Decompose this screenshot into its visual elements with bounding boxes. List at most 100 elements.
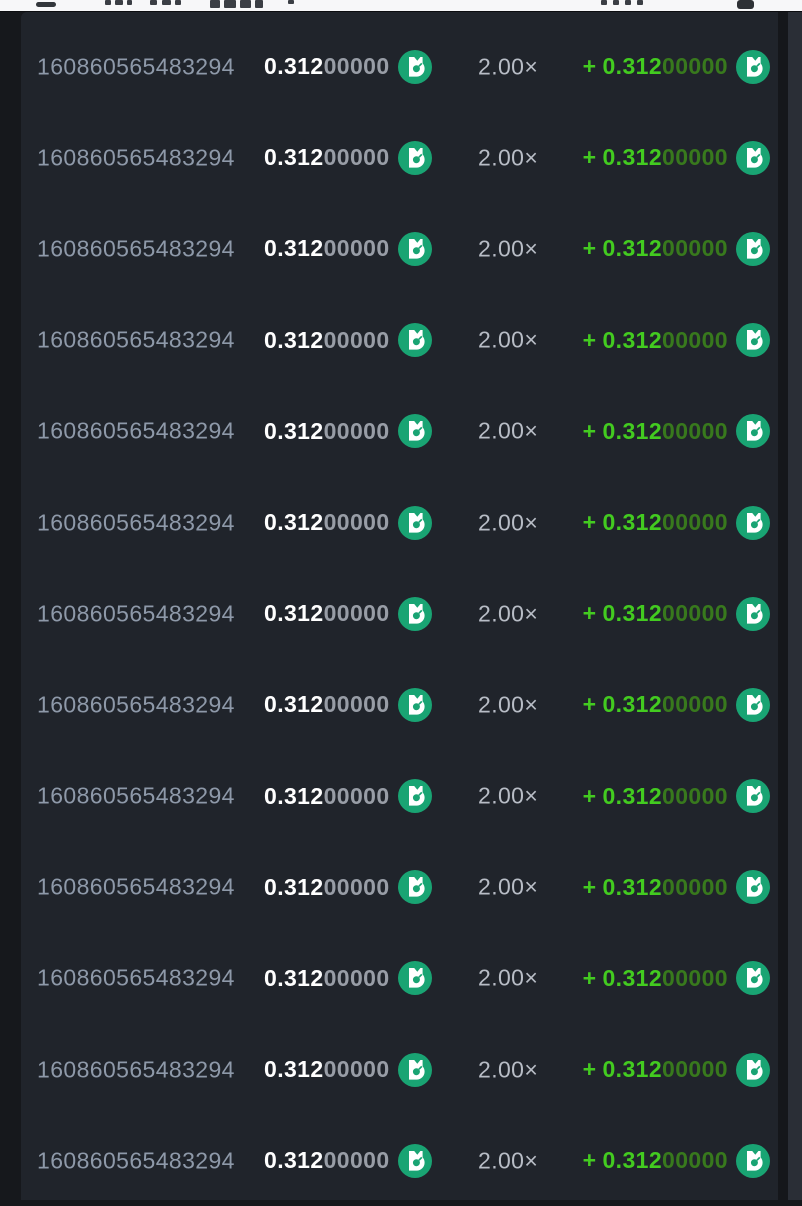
bet-id: 160860565483294 xyxy=(37,964,235,991)
bet-row[interactable]: 160860565483294 0.31200000 2.00× +0.3120… xyxy=(21,842,778,933)
currency-coin-icon xyxy=(736,961,770,996)
bet-multiplier: 2.00× xyxy=(478,235,539,262)
cropped-toolbar-glyph xyxy=(637,0,643,5)
cropped-toolbar-glyph xyxy=(150,0,157,5)
bet-amount-cell: 0.31200000 xyxy=(264,505,432,540)
cropped-toolbar xyxy=(0,0,802,12)
bet-id: 160860565483294 xyxy=(37,417,235,444)
bet-multiplier: 2.00× xyxy=(478,1147,539,1174)
bet-id: 160860565483294 xyxy=(37,235,235,262)
bet-profit: +0.31200000 xyxy=(582,964,728,991)
bet-profit: +0.31200000 xyxy=(582,326,728,353)
bet-profit-cell: +0.31200000 xyxy=(582,414,770,449)
bet-multiplier: 2.00× xyxy=(478,1056,539,1083)
bet-row[interactable]: 160860565483294 0.31200000 2.00× +0.3120… xyxy=(21,112,778,203)
bet-id: 160860565483294 xyxy=(37,782,235,809)
bet-row[interactable]: 160860565483294 0.31200000 2.00× +0.3120… xyxy=(21,386,778,477)
bet-amount-cell: 0.31200000 xyxy=(264,596,432,631)
bet-amount-cell: 0.31200000 xyxy=(264,231,432,266)
bet-id: 160860565483294 xyxy=(37,1056,235,1083)
bet-multiplier: 2.00× xyxy=(478,782,539,809)
bet-multiplier: 2.00× xyxy=(478,964,539,991)
bet-amount: 0.31200000 xyxy=(264,53,390,80)
currency-coin-icon xyxy=(397,779,432,814)
bet-profit: +0.31200000 xyxy=(582,509,728,536)
currency-coin-icon xyxy=(397,596,432,631)
bet-profit-cell: +0.31200000 xyxy=(582,779,770,814)
bet-amount: 0.31200000 xyxy=(264,417,390,444)
bet-amount: 0.31200000 xyxy=(264,1147,390,1174)
bet-amount: 0.31200000 xyxy=(264,873,390,900)
bet-profit-cell: +0.31200000 xyxy=(583,1143,770,1178)
bet-amount: 0.31200000 xyxy=(264,144,390,171)
bet-row[interactable]: 160860565483294 0.31200000 2.00× +0.3120… xyxy=(21,477,778,568)
bet-rows-container: 160860565483294 0.31200000 2.00× +0.3120… xyxy=(21,12,778,1206)
bet-amount: 0.31200000 xyxy=(264,326,390,353)
currency-coin-icon xyxy=(736,687,770,722)
bet-profit: +0.31200000 xyxy=(582,782,728,809)
bet-profit-cell: +0.31200000 xyxy=(583,870,770,905)
bet-profit: +0.31200000 xyxy=(582,53,728,80)
bet-amount: 0.31200000 xyxy=(264,509,390,536)
bet-amount-cell: 0.31200000 xyxy=(264,414,432,449)
bet-row[interactable]: 160860565483294 0.31200000 2.00× +0.3120… xyxy=(21,933,778,1024)
bet-profit: +0.31200000 xyxy=(582,417,728,444)
cropped-toolbar-glyph xyxy=(255,0,263,8)
bet-amount: 0.31200000 xyxy=(264,1056,390,1083)
bet-id: 160860565483294 xyxy=(37,53,235,80)
bet-row[interactable]: 160860565483294 0.31200000 2.00× +0.3120… xyxy=(21,295,778,386)
bet-id: 160860565483294 xyxy=(37,691,235,718)
bet-profit: +0.31200000 xyxy=(582,600,728,627)
currency-coin-icon xyxy=(736,140,770,175)
bet-amount: 0.31200000 xyxy=(264,235,390,262)
currency-coin-icon xyxy=(397,323,432,358)
bet-multiplier: 2.00× xyxy=(478,144,539,171)
bet-row[interactable]: 160860565483294 0.31200000 2.00× +0.3120… xyxy=(21,1024,778,1115)
currency-coin-icon xyxy=(736,1052,770,1087)
bet-row[interactable]: 160860565483294 0.31200000 2.00× +0.3120… xyxy=(21,751,778,842)
bet-amount-cell: 0.31200000 xyxy=(264,870,432,905)
bet-multiplier: 2.00× xyxy=(478,326,539,353)
bet-id: 160860565483294 xyxy=(37,509,235,536)
bet-profit: +0.31200000 xyxy=(582,1056,728,1083)
currency-coin-icon xyxy=(736,870,770,905)
cropped-toolbar-glyph xyxy=(175,0,181,5)
bet-id: 160860565483294 xyxy=(37,1147,235,1174)
bet-id: 160860565483294 xyxy=(37,873,235,900)
bet-id: 160860565483294 xyxy=(37,326,235,353)
bet-multiplier: 2.00× xyxy=(478,417,539,444)
cropped-toolbar-glyph xyxy=(737,0,754,9)
bet-amount-cell: 0.31200000 xyxy=(264,961,432,996)
bet-multiplier: 2.00× xyxy=(478,509,539,536)
bet-amount: 0.31200000 xyxy=(264,782,390,809)
bet-profit-cell: +0.31200000 xyxy=(582,323,770,358)
cropped-toolbar-glyph xyxy=(613,0,619,5)
bet-amount-cell: 0.31200000 xyxy=(264,1143,432,1178)
bet-row[interactable]: 160860565483294 0.31200000 2.00× +0.3120… xyxy=(21,659,778,750)
bet-row[interactable]: 160860565483294 0.31200000 2.00× +0.3120… xyxy=(21,203,778,294)
currency-coin-icon xyxy=(736,231,770,266)
bet-profit-cell: +0.31200000 xyxy=(582,505,770,540)
card-edge-divider xyxy=(778,12,788,1200)
currency-coin-icon xyxy=(736,49,770,84)
currency-coin-icon xyxy=(397,140,432,175)
cropped-toolbar-glyph xyxy=(115,0,123,5)
currency-coin-icon xyxy=(736,323,770,358)
currency-coin-icon xyxy=(397,1143,432,1178)
bet-profit-cell: +0.31200000 xyxy=(583,231,770,266)
bet-row[interactable]: 160860565483294 0.31200000 2.00× +0.3120… xyxy=(21,1115,778,1206)
cropped-toolbar-glyph xyxy=(162,0,171,5)
bet-profit-cell: +0.31200000 xyxy=(583,687,770,722)
currency-coin-icon xyxy=(736,1143,770,1178)
bet-row[interactable]: 160860565483294 0.31200000 2.00× +0.3120… xyxy=(21,568,778,659)
currency-coin-icon xyxy=(397,49,432,84)
bet-row[interactable]: 160860565483294 0.31200000 2.00× +0.3120… xyxy=(21,21,778,112)
bet-multiplier: 2.00× xyxy=(478,873,539,900)
bet-profit-cell: +0.31200000 xyxy=(582,1052,770,1087)
bet-history-table: 160860565483294 0.31200000 2.00× +0.3120… xyxy=(21,12,778,1200)
scrollbar[interactable] xyxy=(788,12,802,1200)
bet-id: 160860565483294 xyxy=(37,144,235,171)
bet-profit-cell: +0.31200000 xyxy=(582,49,770,84)
currency-coin-icon xyxy=(397,687,432,722)
currency-coin-icon xyxy=(397,231,432,266)
